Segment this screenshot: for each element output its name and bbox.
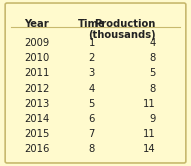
Text: 3: 3 [89,68,95,79]
Text: 8: 8 [150,84,156,94]
Text: 2011: 2011 [24,68,49,79]
Text: 4: 4 [150,38,156,48]
Text: 1: 1 [89,38,95,48]
Text: 2010: 2010 [24,53,49,63]
Text: 4: 4 [89,84,95,94]
Text: 2014: 2014 [24,114,49,124]
Text: 2012: 2012 [24,84,49,94]
Text: Production
(thousands): Production (thousands) [88,19,156,40]
Text: 8: 8 [89,144,95,154]
Text: 11: 11 [143,129,156,139]
Text: 9: 9 [149,114,156,124]
Text: 2016: 2016 [24,144,49,154]
Text: 2009: 2009 [24,38,49,48]
Text: 11: 11 [143,99,156,109]
FancyBboxPatch shape [5,3,186,163]
Text: Time: Time [78,19,106,29]
Text: 5: 5 [149,68,156,79]
Text: 6: 6 [89,114,95,124]
Text: 5: 5 [89,99,95,109]
Text: 2: 2 [89,53,95,63]
Text: 7: 7 [89,129,95,139]
Text: 8: 8 [150,53,156,63]
Text: Year: Year [24,19,49,29]
Text: 2013: 2013 [24,99,49,109]
Text: 2015: 2015 [24,129,49,139]
Text: 14: 14 [143,144,156,154]
